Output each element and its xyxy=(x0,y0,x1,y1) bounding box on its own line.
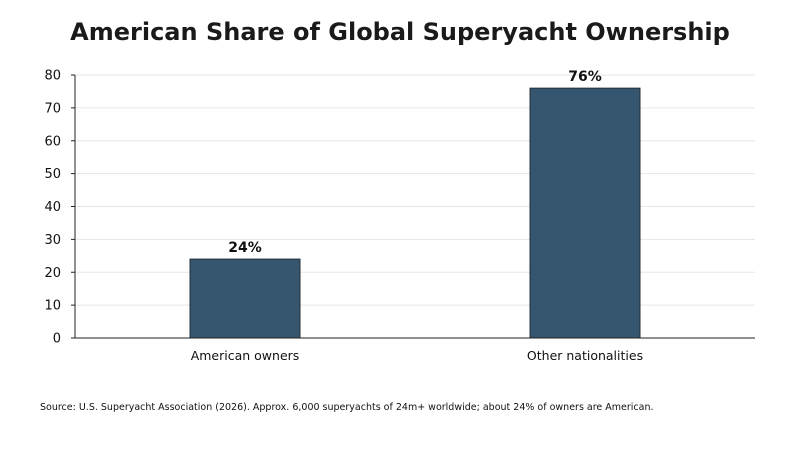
source-note: Source: U.S. Superyacht Association (202… xyxy=(40,402,654,413)
y-tick-label: 60 xyxy=(44,134,61,149)
bar xyxy=(189,258,301,339)
x-tick-label: Other nationalities xyxy=(527,348,643,363)
y-tick-label: 0 xyxy=(53,332,61,347)
y-tick-label: 20 xyxy=(44,266,61,281)
bars xyxy=(189,87,641,339)
y-tick-label: 40 xyxy=(44,200,61,215)
chart-title: American Share of Global Superyacht Owne… xyxy=(70,18,730,46)
x-tick-label: American owners xyxy=(191,348,300,363)
y-tick-label: 70 xyxy=(44,101,61,116)
y-tick-label: 30 xyxy=(44,233,61,248)
bar xyxy=(529,87,641,339)
gridlines xyxy=(75,74,755,306)
y-axis: 0 10 20 30 40 50 60 70 80 xyxy=(44,69,76,347)
data-label: 24% xyxy=(228,240,262,256)
y-tick-label: 80 xyxy=(44,69,61,84)
y-tick-label: 50 xyxy=(44,167,61,182)
y-tick-label: 10 xyxy=(44,299,61,314)
x-axis: American owners Other nationalities xyxy=(75,337,755,363)
data-label: 76% xyxy=(568,69,602,85)
data-labels: 24% 76% xyxy=(228,69,602,256)
